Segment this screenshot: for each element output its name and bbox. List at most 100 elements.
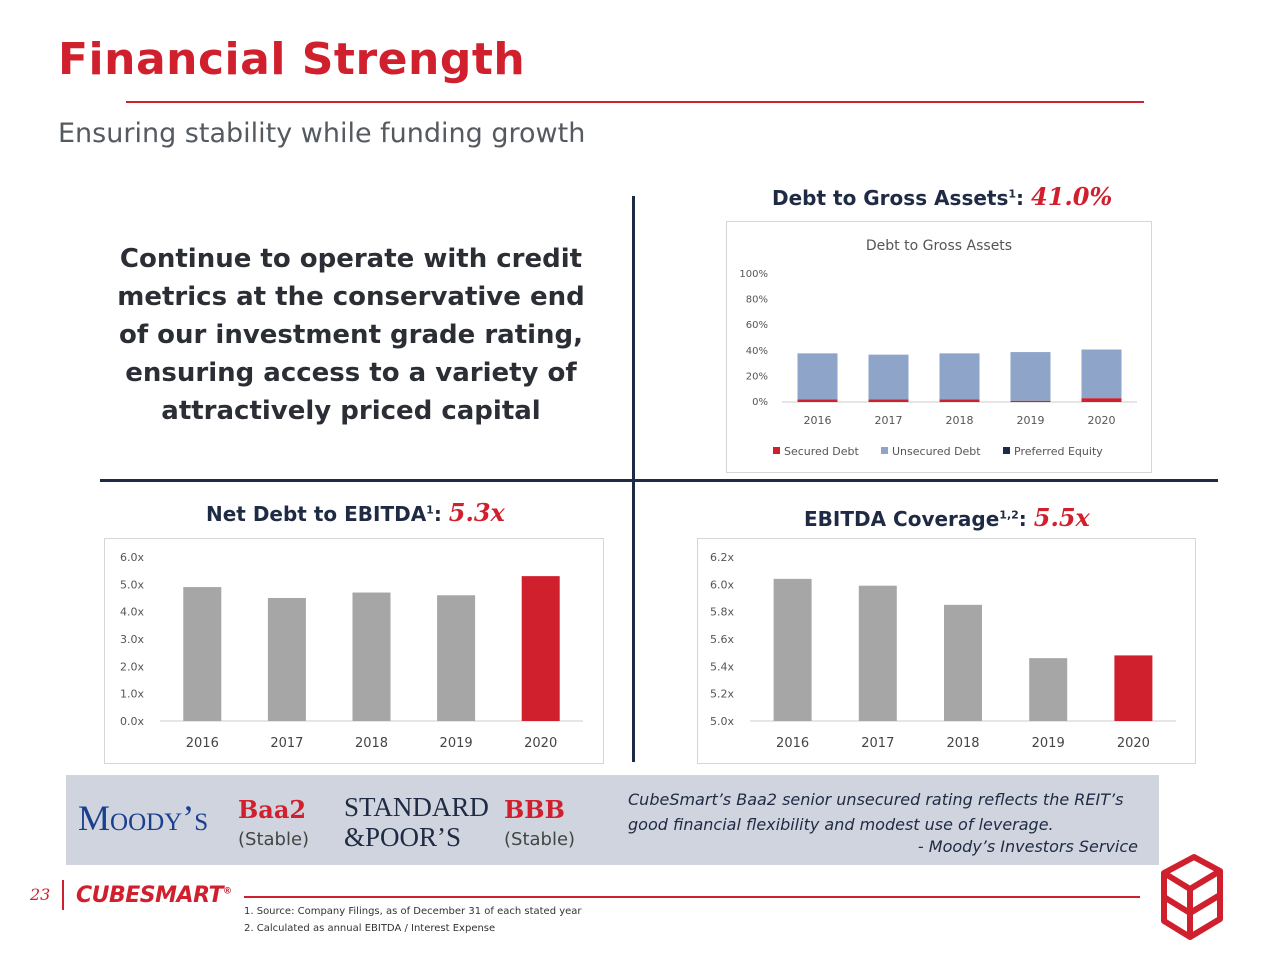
horizontal-divider bbox=[100, 479, 1218, 482]
bar-2019 bbox=[437, 595, 476, 721]
bar-secured-debt bbox=[797, 399, 838, 402]
x-tick-label: 2017 bbox=[861, 736, 894, 751]
net-debt-ebitda-svg: 0.0x 1.0x 2.0x 3.0x 4.0x 5.0x 6.0x 2016 2017 2018… bbox=[120, 551, 583, 751]
net-debt-ebitda-heading-label: Net Debt to EBITDA bbox=[206, 502, 427, 526]
x-tick-label: 2018 bbox=[946, 414, 974, 427]
bar-secured-debt bbox=[1081, 398, 1122, 402]
cubesmart-logo: CUBESMART® bbox=[76, 883, 232, 908]
registered-mark: ® bbox=[223, 886, 232, 897]
ebitda-coverage-heading-label: EBITDA Coverage bbox=[804, 507, 1000, 531]
y-tick-label: 0.0x bbox=[120, 715, 144, 728]
bar-2018 bbox=[944, 604, 982, 721]
y-tick-label: 5.0x bbox=[120, 578, 144, 591]
x-tick-label: 2018 bbox=[355, 736, 388, 751]
moodys-quote: CubeSmart’s Baa2 senior unsecured rating… bbox=[628, 790, 1124, 834]
moodys-logo: Moody’s bbox=[78, 798, 209, 838]
y-tick-label: 5.4x bbox=[710, 660, 734, 673]
bar-2017 bbox=[267, 598, 306, 721]
legend-swatch bbox=[1003, 447, 1010, 454]
page-subtitle: Ensuring stability while funding growth bbox=[58, 118, 586, 149]
debt-to-assets-chart: Debt to Gross Assets 0% 20% 40% 60% 80% 100% … bbox=[726, 221, 1152, 473]
bar-secured-debt bbox=[1010, 400, 1051, 402]
bar-2016 bbox=[773, 578, 812, 721]
page-number-divider bbox=[62, 880, 64, 910]
moodys-outlook: (Stable) bbox=[238, 829, 310, 850]
y-tick-label: 6.0x bbox=[710, 578, 734, 591]
debt-to-assets-heading: Debt to Gross Assets1: 41.0% bbox=[772, 182, 1113, 211]
y-tick-label: 5.8x bbox=[710, 606, 734, 619]
x-tick-label: 2019 bbox=[1017, 414, 1045, 427]
net-debt-ebitda-value: 5.3x bbox=[448, 498, 505, 527]
footnote-ref: 1,2 bbox=[999, 508, 1019, 522]
cubesmart-logo-text: CUBESMART bbox=[76, 883, 224, 908]
x-tick-label: 2019 bbox=[440, 736, 473, 751]
x-tick-label: 2016 bbox=[776, 736, 809, 751]
chart-title: Debt to Gross Assets bbox=[866, 238, 1012, 254]
x-tick-label: 2016 bbox=[804, 414, 832, 427]
sp-logo-line2: &POOR’S bbox=[344, 822, 462, 852]
debt-to-assets-svg: Debt to Gross Assets 0%20%40%60%80%100% … bbox=[739, 238, 1137, 458]
y-tick-label: 6.0x bbox=[120, 551, 144, 564]
legend-label: Secured Debt bbox=[784, 445, 860, 458]
y-tick-label: 0% bbox=[752, 397, 768, 408]
footnote-2: 2. Calculated as annual EBITDA / Interes… bbox=[244, 923, 496, 934]
y-tick-label: 60% bbox=[746, 320, 768, 331]
y-tick-label: 100% bbox=[739, 269, 768, 280]
legend-label: Unsecured Debt bbox=[892, 445, 981, 458]
y-tick-label: 2.0x bbox=[120, 660, 144, 673]
y-tick-label: 5.2x bbox=[710, 688, 734, 701]
footer-divider bbox=[244, 896, 1140, 898]
strategy-statement: Continue to operate with credit metrics … bbox=[117, 244, 585, 426]
sp-outlook: (Stable) bbox=[504, 829, 576, 850]
title-divider bbox=[126, 101, 1144, 103]
bar-2017 bbox=[858, 585, 897, 721]
footnote-1: 1. Source: Company Filings, as of Decemb… bbox=[244, 906, 582, 917]
sp-logo: STANDARD &POOR’S bbox=[344, 792, 489, 852]
y-tick-label: 1.0x bbox=[120, 688, 144, 701]
legend-swatch bbox=[773, 447, 780, 454]
x-tick-label: 2017 bbox=[875, 414, 903, 427]
x-tick-label: 2019 bbox=[1032, 736, 1065, 751]
ebitda-coverage-svg: 5.0x 5.2x 5.4x 5.6x 5.8x 6.0x 6.2x 2016 2017 2018… bbox=[710, 551, 1176, 751]
x-tick-label: 2018 bbox=[946, 736, 979, 751]
quote-source: - Moody’s Investors Service bbox=[917, 837, 1138, 856]
y-tick-label: 80% bbox=[746, 295, 768, 306]
debt-to-assets-value: 41.0% bbox=[1031, 182, 1113, 211]
bar-unsecured-debt bbox=[797, 353, 838, 400]
y-tick-label: 20% bbox=[746, 371, 768, 382]
bar-secured-debt bbox=[939, 399, 980, 402]
footnote-ref: 1 bbox=[1008, 187, 1017, 201]
sp-rating: BBB bbox=[504, 795, 565, 824]
x-tick-label: 2020 bbox=[1088, 414, 1116, 427]
page-number: 23 bbox=[30, 885, 51, 904]
legend-swatch bbox=[881, 447, 888, 454]
bar-unsecured-debt bbox=[939, 353, 980, 400]
ratings-band bbox=[66, 775, 1159, 865]
y-tick-label: 5.6x bbox=[710, 633, 734, 646]
bar-unsecured-debt bbox=[868, 354, 909, 400]
x-tick-label: 2017 bbox=[270, 736, 303, 751]
bar-2020 bbox=[1114, 655, 1153, 721]
ebitda-coverage-chart: 5.0x 5.2x 5.4x 5.6x 5.8x 6.0x 6.2x 2016 2017 2018… bbox=[697, 538, 1196, 764]
ebitda-coverage-value: 5.5x bbox=[1033, 503, 1090, 532]
bar-2019 bbox=[1029, 658, 1068, 721]
bar-2016 bbox=[183, 587, 222, 721]
bar-unsecured-debt bbox=[1081, 349, 1122, 399]
net-debt-ebitda-heading: Net Debt to EBITDA1: 5.3x bbox=[206, 498, 505, 527]
page-title: Financial Strength bbox=[58, 34, 526, 85]
legend-label: Preferred Equity bbox=[1014, 445, 1103, 458]
debt-to-assets-heading-label: Debt to Gross Assets bbox=[772, 186, 1009, 210]
cube-logo-icon bbox=[1161, 854, 1223, 940]
y-tick-label: 4.0x bbox=[120, 606, 144, 619]
bar-2020 bbox=[521, 576, 560, 721]
ebitda-coverage-heading: EBITDA Coverage1,2: 5.5x bbox=[804, 503, 1090, 532]
sp-logo-line1: STANDARD bbox=[344, 792, 489, 822]
bar-secured-debt bbox=[868, 399, 909, 402]
bar-2018 bbox=[352, 592, 391, 721]
y-tick-label: 5.0x bbox=[710, 715, 734, 728]
y-tick-label: 6.2x bbox=[710, 551, 734, 564]
x-tick-label: 2020 bbox=[1117, 736, 1150, 751]
x-tick-label: 2020 bbox=[524, 736, 557, 751]
bar-unsecured-debt bbox=[1010, 352, 1051, 401]
x-tick-label: 2016 bbox=[186, 736, 219, 751]
